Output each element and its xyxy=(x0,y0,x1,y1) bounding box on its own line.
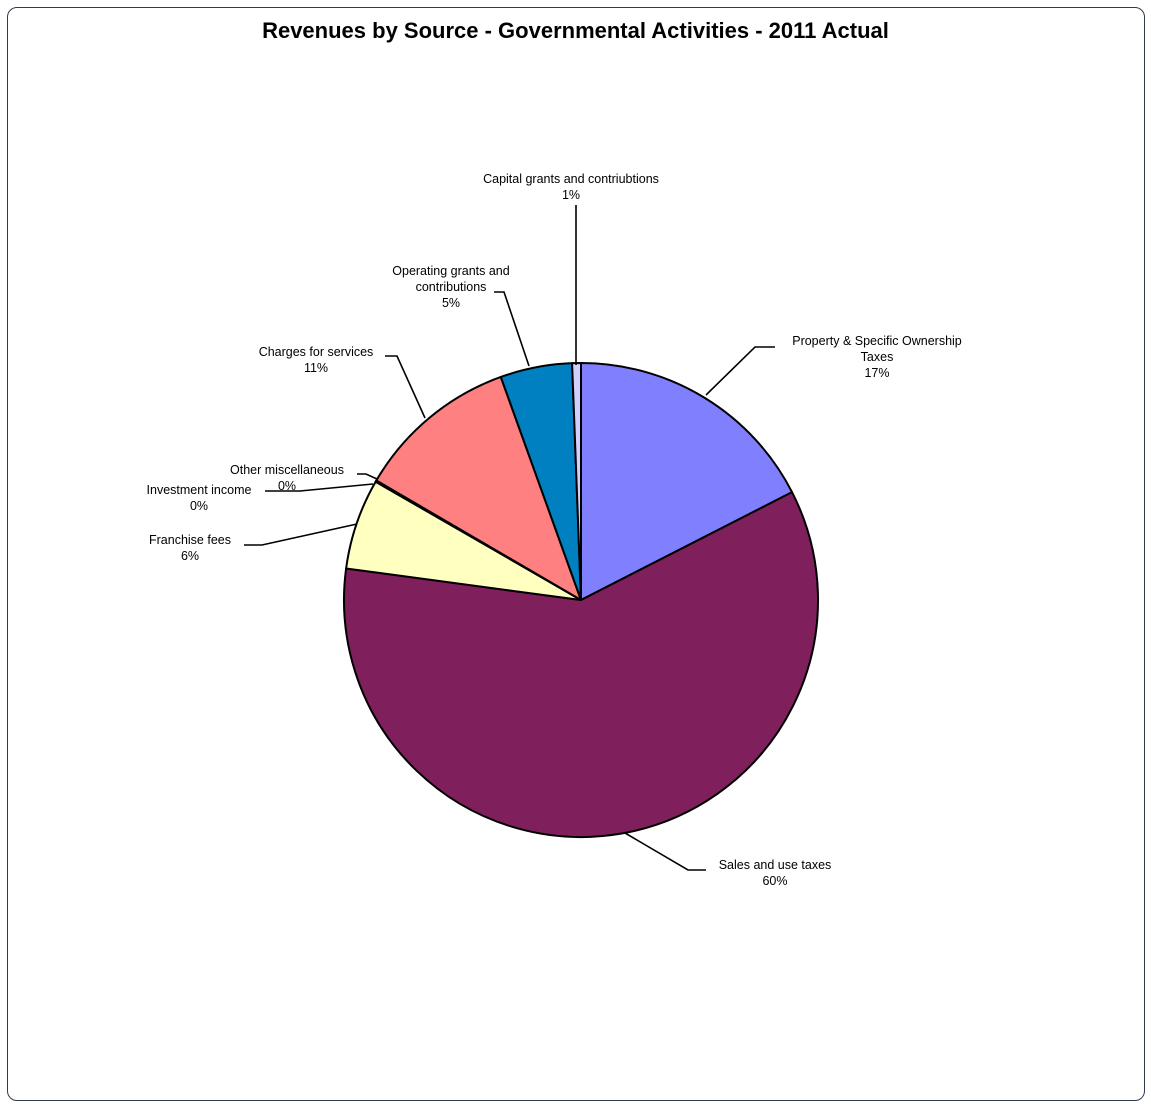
leader-line-operating-grants xyxy=(494,291,530,367)
data-label-investment-income: Investment income 0% xyxy=(147,483,252,513)
leader-line-other-miscellaneous xyxy=(357,473,378,480)
data-label-other-miscellaneous: Other miscellaneous 0% xyxy=(230,463,344,493)
data-label-operating-grants: Operating grants and contributions 5% xyxy=(392,264,509,310)
data-label-franchise-fees: Franchise fees 6% xyxy=(149,533,231,563)
data-label-property-taxes: Property & Specific Ownership Taxes 17% xyxy=(792,334,962,380)
leader-line-franchise-fees xyxy=(244,523,358,546)
data-label-sales-use-taxes: Sales and use taxes 60% xyxy=(719,858,832,888)
chart-title: Revenues by Source - Governmental Activi… xyxy=(262,18,889,43)
leader-line-property-taxes xyxy=(705,346,775,396)
data-label-charges-for-services: Charges for services 11% xyxy=(259,345,374,375)
pie-slice-property-taxes xyxy=(580,362,794,601)
leader-line-sales-use-taxes xyxy=(624,832,706,871)
leader-line-investment-income xyxy=(265,483,374,492)
pie-slice-charges-for-services xyxy=(375,375,582,601)
data-label-capital-grants: Capital grants and contriubtions 1% xyxy=(483,172,659,202)
pie-slice-sales-use-taxes xyxy=(343,491,819,838)
leader-line-charges-for-services xyxy=(385,355,426,419)
